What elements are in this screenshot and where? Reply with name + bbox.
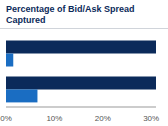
svg-text:0%: 0% [8, 114, 12, 123]
svg-text:20%: 20% [95, 114, 111, 123]
svg-text:10%: 10% [46, 114, 62, 123]
html-text:Percentage of Bid/Ask Spread C: Percentage of Bid/Ask Spread Captured [6, 4, 135, 25]
svg-text:30%: 30% [143, 114, 159, 123]
